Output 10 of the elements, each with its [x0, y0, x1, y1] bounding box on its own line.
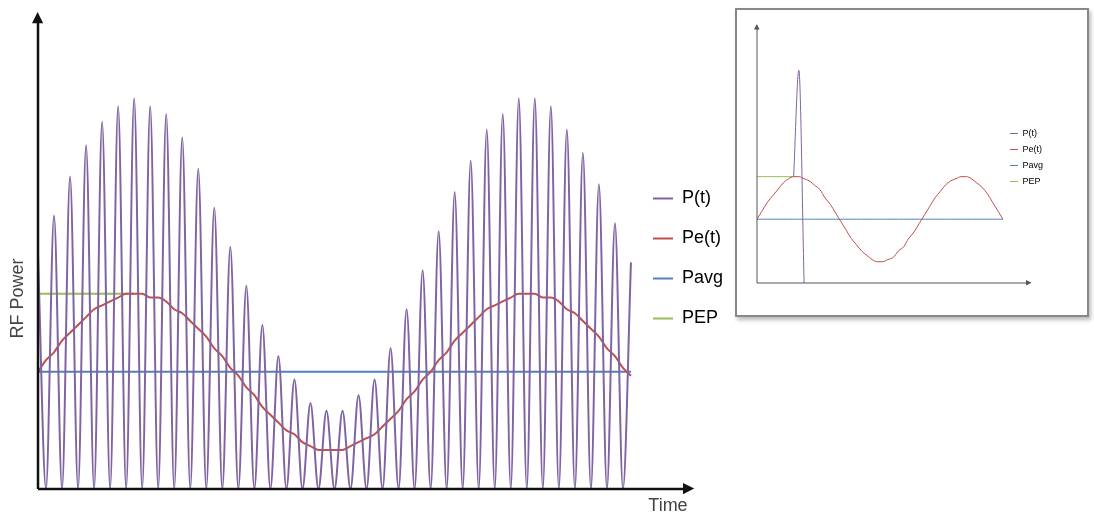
legend-label: Pe(t) [1022, 143, 1042, 154]
legend-label: PEP [681, 307, 718, 328]
legend-label: P(t) [681, 187, 711, 208]
legend-label: Pavg [681, 267, 723, 288]
legend-label: P(t) [1022, 127, 1037, 138]
legend-label: Pe(t) [681, 227, 721, 248]
legend-label: Pavg [1022, 159, 1043, 170]
legend-label: PEP [1022, 175, 1041, 186]
y-axis-title: RF Power [6, 258, 27, 339]
x-axis-title: Time [648, 494, 688, 515]
